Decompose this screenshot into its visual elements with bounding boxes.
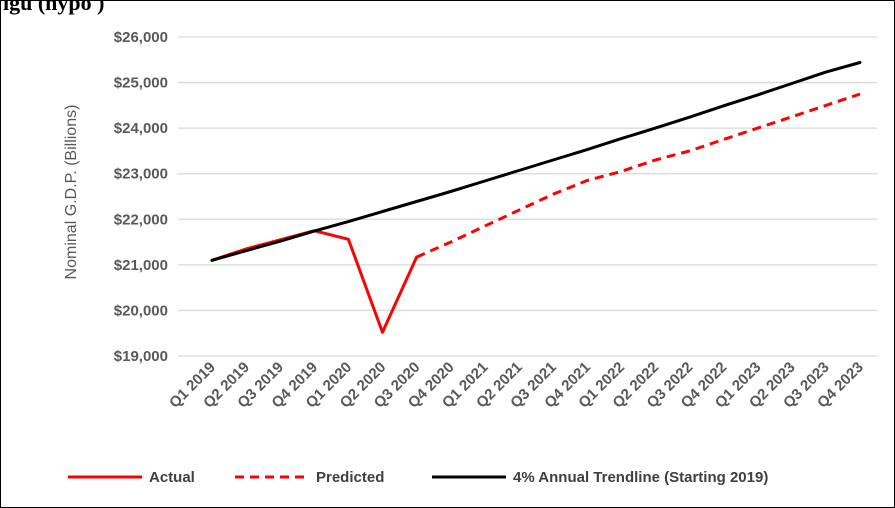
series-line-predicted xyxy=(415,92,861,259)
legend-label: Actual xyxy=(149,469,195,486)
y-axis-label: Nominal G.D.P. (Billions) xyxy=(63,105,80,280)
y-tick-label: $21,000 xyxy=(114,257,168,274)
series-line-4-annual-trendline-starting-2019 xyxy=(210,61,862,262)
gridlines xyxy=(178,36,877,357)
y-tick-label: $25,000 xyxy=(114,75,168,92)
y-tick-label: $26,000 xyxy=(114,29,168,46)
cropped-figure-title: igu (hypo ) xyxy=(3,0,105,15)
y-tick-label: $24,000 xyxy=(114,120,168,137)
legend-label: Predicted xyxy=(316,469,384,486)
legend: Actual Predicted 4% Annual Trendline (Star… xyxy=(68,469,768,486)
series-lines xyxy=(210,61,862,334)
y-tick-label: $20,000 xyxy=(114,302,168,319)
y-tick-label: $22,000 xyxy=(114,211,168,228)
y-tick-label: $19,000 xyxy=(114,348,168,365)
y-axis-ticks: $19,000 $20,000 $21,000 $22,000 $23,000 $24,0… xyxy=(114,29,168,365)
legend-label: 4% Annual Trendline (Starting 2019) xyxy=(513,469,768,486)
series-line-actual xyxy=(210,229,419,334)
y-tick-label: $23,000 xyxy=(114,166,168,183)
